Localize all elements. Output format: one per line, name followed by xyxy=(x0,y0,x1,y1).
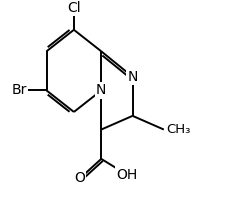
Text: N: N xyxy=(96,83,106,97)
Text: Cl: Cl xyxy=(67,1,80,15)
Text: Br: Br xyxy=(11,83,27,97)
Text: CH₃: CH₃ xyxy=(165,123,189,136)
Text: O: O xyxy=(74,171,85,186)
Text: N: N xyxy=(127,70,137,84)
Text: OH: OH xyxy=(116,168,137,182)
